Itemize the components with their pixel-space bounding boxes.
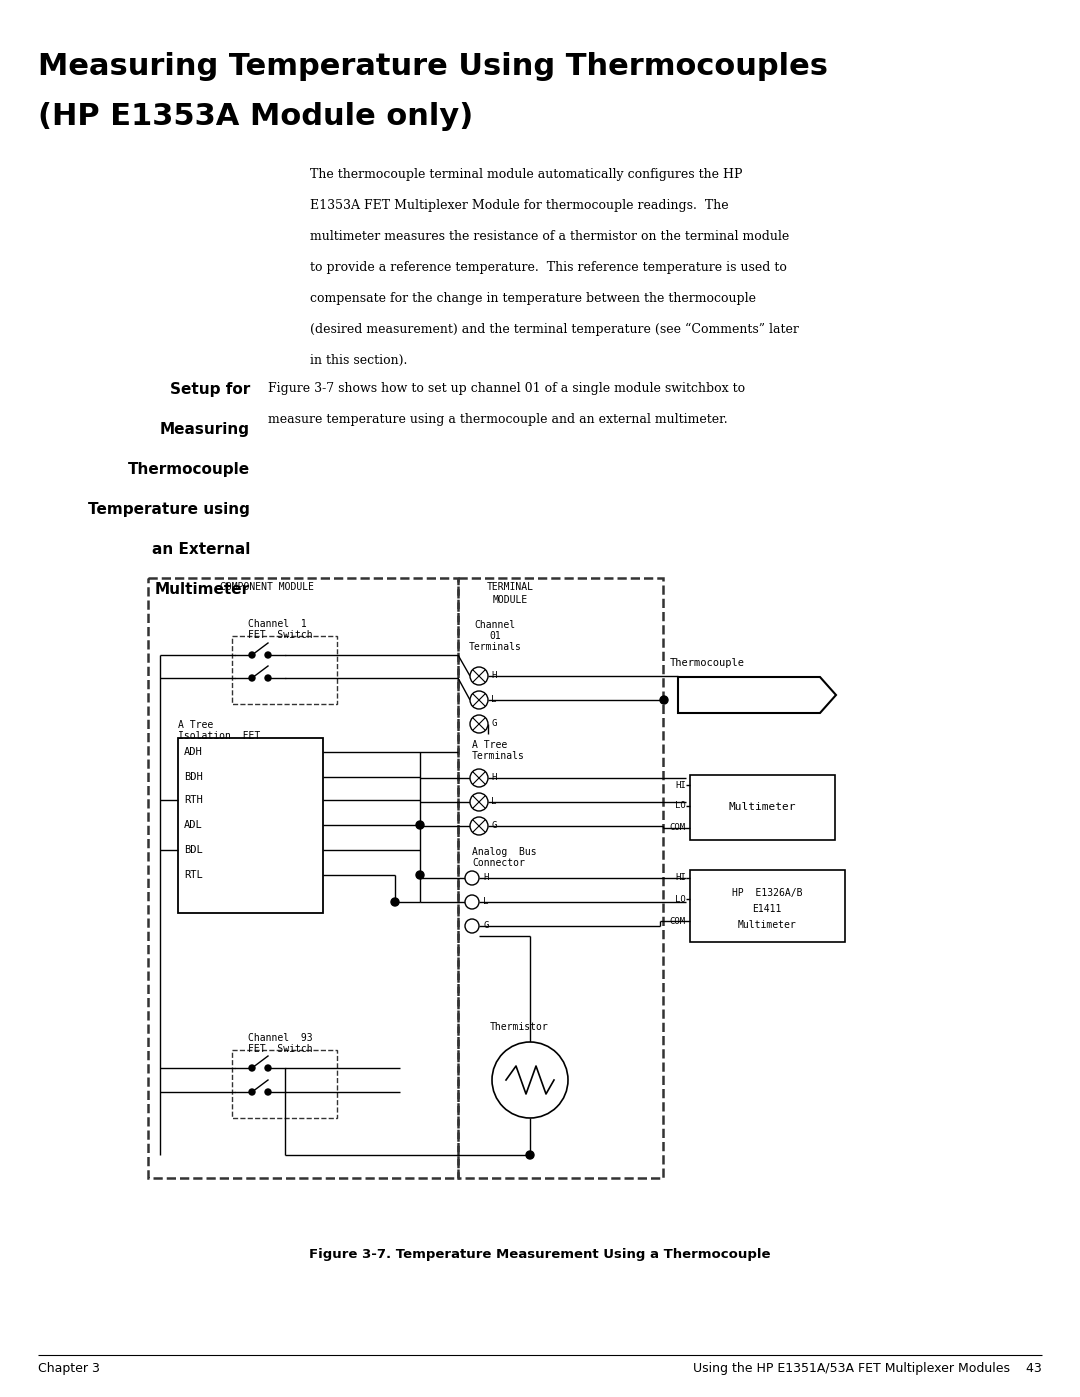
Text: FET  Switch: FET Switch (248, 1044, 312, 1053)
Circle shape (470, 793, 488, 812)
Text: Channel: Channel (474, 620, 515, 630)
Text: MODULE: MODULE (492, 595, 528, 605)
Polygon shape (678, 678, 836, 712)
Text: compensate for the change in temperature between the thermocouple: compensate for the change in temperature… (310, 292, 756, 305)
Text: L: L (483, 897, 488, 907)
Text: ADL: ADL (184, 820, 203, 830)
Text: G: G (491, 821, 497, 830)
Circle shape (416, 870, 424, 879)
Text: HI: HI (675, 873, 686, 883)
Circle shape (470, 692, 488, 710)
Text: Channel  93: Channel 93 (248, 1032, 312, 1044)
Text: Thermistor: Thermistor (490, 1023, 549, 1032)
Text: A Tree: A Tree (178, 719, 213, 731)
Text: COMPONENT MODULE: COMPONENT MODULE (220, 583, 314, 592)
Circle shape (470, 768, 488, 787)
Text: E1353A FET Multiplexer Module for thermocouple readings.  The: E1353A FET Multiplexer Module for thermo… (310, 198, 729, 212)
Text: Using the HP E1351A/53A FET Multiplexer Modules    43: Using the HP E1351A/53A FET Multiplexer … (693, 1362, 1042, 1375)
Text: Figure 3-7 shows how to set up channel 01 of a single module switchbox to: Figure 3-7 shows how to set up channel 0… (268, 381, 745, 395)
Circle shape (249, 652, 255, 658)
Text: measure temperature using a thermocouple and an external multimeter.: measure temperature using a thermocouple… (268, 414, 728, 426)
Circle shape (416, 821, 424, 828)
Circle shape (265, 1065, 271, 1071)
Text: Thermocouple: Thermocouple (127, 462, 249, 476)
Text: G: G (491, 719, 497, 728)
Text: multimeter measures the resistance of a thermistor on the terminal module: multimeter measures the resistance of a … (310, 231, 789, 243)
Circle shape (492, 1042, 568, 1118)
Circle shape (660, 696, 669, 704)
Text: Multimeter: Multimeter (154, 583, 249, 597)
Text: Isolation  FET: Isolation FET (178, 731, 260, 740)
Text: E1411: E1411 (753, 904, 782, 914)
Text: Thermocouple: Thermocouple (670, 658, 745, 668)
Text: Figure 3-7. Temperature Measurement Using a Thermocouple: Figure 3-7. Temperature Measurement Usin… (309, 1248, 771, 1261)
Bar (690, 775, 835, 840)
Bar (690, 870, 845, 942)
Text: LO: LO (675, 894, 686, 904)
Circle shape (465, 895, 480, 909)
Text: RTH: RTH (184, 795, 203, 805)
Circle shape (526, 1151, 534, 1160)
Bar (148, 578, 458, 1178)
Text: Connector: Connector (472, 858, 525, 868)
Text: Terminals: Terminals (472, 752, 525, 761)
Text: Channel  1: Channel 1 (248, 619, 307, 629)
Text: FET  Switch: FET Switch (248, 630, 312, 640)
Text: RTL: RTL (184, 870, 203, 880)
Text: COM: COM (670, 823, 686, 833)
Text: Chapter 3: Chapter 3 (38, 1362, 99, 1375)
Text: an External: an External (151, 542, 249, 557)
Bar (178, 738, 323, 914)
Text: (desired measurement) and the terminal temperature (see “Comments” later: (desired measurement) and the terminal t… (310, 323, 799, 337)
Bar (232, 636, 337, 704)
Text: BDL: BDL (184, 845, 203, 855)
Text: Multimeter: Multimeter (728, 802, 796, 812)
Text: Setup for: Setup for (170, 381, 249, 397)
Text: G: G (483, 922, 488, 930)
Text: ADH: ADH (184, 747, 203, 757)
Text: L: L (491, 798, 497, 806)
Text: Measuring: Measuring (160, 422, 249, 437)
Circle shape (465, 919, 480, 933)
Text: HP  E1326A/B: HP E1326A/B (732, 888, 802, 898)
Text: to provide a reference temperature.  This reference temperature is used to: to provide a reference temperature. This… (310, 261, 787, 274)
Text: 01: 01 (489, 631, 501, 641)
Circle shape (249, 1065, 255, 1071)
Circle shape (470, 715, 488, 733)
Circle shape (470, 666, 488, 685)
Text: (HP E1353A Module only): (HP E1353A Module only) (38, 102, 473, 131)
Text: The thermocouple terminal module automatically configures the HP: The thermocouple terminal module automat… (310, 168, 743, 182)
Circle shape (470, 817, 488, 835)
Circle shape (265, 675, 271, 680)
Text: H: H (483, 873, 488, 883)
Text: in this section).: in this section). (310, 353, 407, 367)
Text: HI: HI (675, 781, 686, 789)
Text: Multimeter: Multimeter (738, 921, 796, 930)
Bar (232, 1051, 337, 1118)
Circle shape (391, 898, 399, 907)
Bar (458, 578, 663, 1178)
Circle shape (265, 1090, 271, 1095)
Text: BDH: BDH (184, 773, 203, 782)
Text: TERMINAL: TERMINAL (486, 583, 534, 592)
Circle shape (249, 1090, 255, 1095)
Text: A Tree: A Tree (472, 740, 508, 750)
Text: Measuring Temperature Using Thermocouples: Measuring Temperature Using Thermocouple… (38, 52, 828, 81)
Text: LO: LO (675, 802, 686, 810)
Text: Terminals: Terminals (469, 643, 522, 652)
Circle shape (265, 652, 271, 658)
Text: Temperature using: Temperature using (89, 502, 249, 517)
Text: COM: COM (670, 916, 686, 925)
Circle shape (249, 675, 255, 680)
Text: L: L (491, 696, 497, 704)
Text: H: H (491, 672, 497, 680)
Text: Analog  Bus: Analog Bus (472, 847, 537, 856)
Circle shape (465, 870, 480, 886)
Text: H: H (491, 774, 497, 782)
